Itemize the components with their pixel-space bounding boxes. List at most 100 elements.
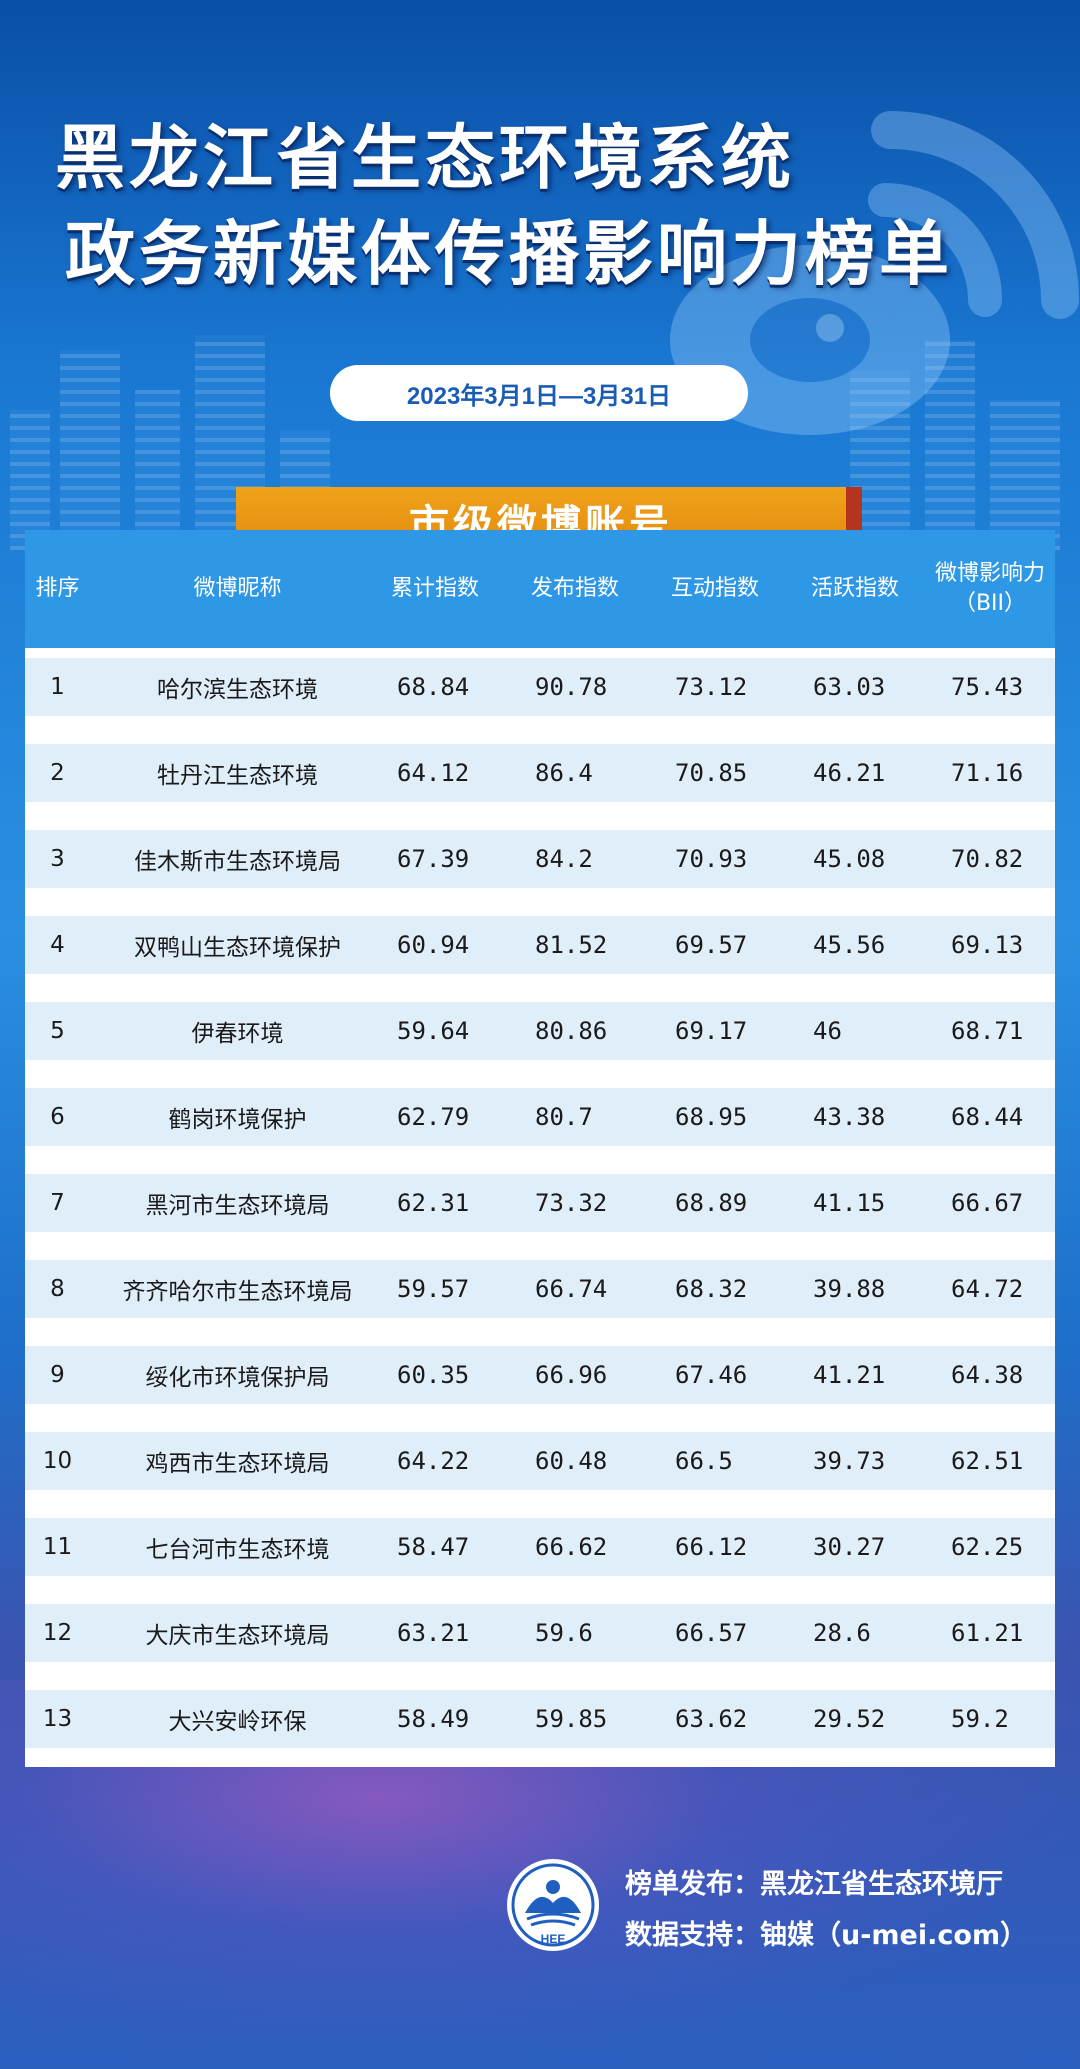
score-cell: 30.27 xyxy=(813,1533,886,1561)
score-cell: 28.6 xyxy=(813,1619,871,1647)
score-cell: 63.21 xyxy=(397,1619,470,1647)
score-cell: 70.93 xyxy=(675,845,748,873)
score-cell: 45.56 xyxy=(813,931,886,959)
score-cell: 39.73 xyxy=(813,1447,886,1475)
date-range: 2023年3月1日—3月31日 xyxy=(330,365,748,421)
table-row: 1 哈尔滨生态环境 68.84 90.78 73.12 63.03 75.43 xyxy=(25,658,1055,716)
column-header-6: 微博影响力 （BII） xyxy=(934,561,1045,616)
score-cell: 46.21 xyxy=(813,759,886,787)
rank-cell: 8 xyxy=(50,1276,65,1302)
score-cell: 62.31 xyxy=(397,1189,470,1217)
score-cell: 84.2 xyxy=(535,845,593,873)
page-title: 黑龙江省生态环境系统 政务新媒体传播影响力榜单 xyxy=(55,110,1055,302)
table-row: 9 绥化市环境保护局 60.35 66.96 67.46 41.21 64.38 xyxy=(25,1346,1055,1404)
score-cell: 61.21 xyxy=(951,1619,1024,1647)
account-name-cell: 鹤岗环境保护 xyxy=(168,1107,307,1133)
score-cell: 86.4 xyxy=(535,759,593,787)
score-cell: 69.13 xyxy=(951,931,1024,959)
rank-cell: 6 xyxy=(50,1104,65,1130)
score-cell: 66.74 xyxy=(535,1275,608,1303)
score-cell: 66.5 xyxy=(675,1447,733,1475)
rank-cell: 11 xyxy=(42,1534,73,1560)
account-name-cell: 齐齐哈尔市生态环境局 xyxy=(122,1279,353,1305)
score-cell: 90.78 xyxy=(535,673,608,701)
account-name-cell: 双鸭山生态环境保护 xyxy=(134,935,341,961)
column-header-1: 微博昵称 xyxy=(193,576,282,601)
score-cell: 41.15 xyxy=(813,1189,886,1217)
account-name-cell: 佳木斯市生态环境局 xyxy=(134,849,341,875)
score-cell: 73.12 xyxy=(675,673,748,701)
rank-cell: 9 xyxy=(50,1362,65,1388)
score-cell: 60.94 xyxy=(397,931,470,959)
score-cell: 67.39 xyxy=(397,845,470,873)
score-cell: 66.12 xyxy=(675,1533,748,1561)
data-support-text: 数据支持：铀媒（u-mei.com） xyxy=(625,1920,1028,1951)
table-row: 4 双鸭山生态环境保护 60.94 81.52 69.57 45.56 69.13 xyxy=(25,916,1055,974)
rank-cell: 12 xyxy=(42,1620,73,1646)
score-cell: 29.52 xyxy=(813,1705,886,1733)
score-cell: 66.57 xyxy=(675,1619,748,1647)
score-cell: 64.22 xyxy=(397,1447,470,1475)
score-cell: 46 xyxy=(813,1017,842,1045)
column-header-0: 排序 xyxy=(35,576,80,601)
score-cell: 59.85 xyxy=(535,1705,608,1733)
title-line-1: 黑龙江省生态环境系统 xyxy=(55,117,795,199)
score-cell: 68.32 xyxy=(675,1275,748,1303)
table-row: 7 黑河市生态环境局 62.31 73.32 68.89 41.15 66.67 xyxy=(25,1174,1055,1232)
score-cell: 71.16 xyxy=(951,759,1024,787)
column-header-4: 互动指数 xyxy=(670,576,759,601)
title-line-2: 政务新媒体传播影响力榜单 xyxy=(65,213,953,295)
score-cell: 73.32 xyxy=(535,1189,608,1217)
score-cell: 69.57 xyxy=(675,931,748,959)
score-cell: 66.62 xyxy=(535,1533,608,1561)
score-cell: 59.2 xyxy=(951,1705,1009,1733)
score-cell: 64.38 xyxy=(951,1361,1024,1389)
score-cell: 66.96 xyxy=(535,1361,608,1389)
rank-cell: 5 xyxy=(50,1018,65,1044)
table-row: 2 牡丹江生态环境 64.12 86.4 70.85 46.21 71.16 xyxy=(25,744,1055,802)
score-cell: 62.51 xyxy=(951,1447,1024,1475)
rank-cell: 4 xyxy=(50,932,65,958)
table-row: 12 大庆市生态环境局 63.21 59.6 66.57 28.6 61.21 xyxy=(25,1604,1055,1662)
score-cell: 62.25 xyxy=(951,1533,1024,1561)
column-header-2: 累计指数 xyxy=(390,576,479,601)
score-cell: 60.35 xyxy=(397,1361,470,1389)
score-cell: 70.82 xyxy=(951,845,1024,873)
score-cell: 45.08 xyxy=(813,845,886,873)
score-cell: 59.6 xyxy=(535,1619,593,1647)
score-cell: 80.86 xyxy=(535,1017,608,1045)
ranking-table: 排序 微博昵称 累计指数 发布指数 互动指数 活跃指数 微博影响力 （BII） 1 哈尔滨生态… xyxy=(25,530,1055,1767)
account-name-cell: 大庆市生态环境局 xyxy=(145,1623,330,1649)
score-cell: 62.79 xyxy=(397,1103,470,1131)
score-cell: 39.88 xyxy=(813,1275,886,1303)
score-cell: 68.89 xyxy=(675,1189,748,1217)
rank-cell: 13 xyxy=(42,1706,73,1732)
score-cell: 43.38 xyxy=(813,1103,886,1131)
score-cell: 59.64 xyxy=(397,1017,470,1045)
score-cell: 68.44 xyxy=(951,1103,1024,1131)
account-name-cell: 黑河市生态环境局 xyxy=(145,1193,330,1219)
score-cell: 58.49 xyxy=(397,1705,470,1733)
score-cell: 68.95 xyxy=(675,1103,748,1131)
score-cell: 59.57 xyxy=(397,1275,470,1303)
account-name-cell: 鸡西市生态环境局 xyxy=(145,1451,330,1477)
account-name-cell: 牡丹江生态环境 xyxy=(157,763,318,789)
score-cell: 69.17 xyxy=(675,1017,748,1045)
score-cell: 68.71 xyxy=(951,1017,1024,1045)
score-cell: 81.52 xyxy=(535,931,608,959)
score-cell: 63.62 xyxy=(675,1705,748,1733)
column-header-3: 发布指数 xyxy=(530,576,619,601)
table-row: 11 七台河市生态环境 58.47 66.62 66.12 30.27 62.25 xyxy=(25,1518,1055,1576)
publisher-text: 榜单发布：黑龙江省生态环境厅 xyxy=(625,1869,1003,1900)
column-header-5: 活跃指数 xyxy=(810,576,899,601)
table-row: 13 大兴安岭环保 58.49 59.85 63.62 29.52 59.2 xyxy=(25,1690,1055,1748)
account-name-cell: 七台河市生态环境 xyxy=(145,1537,330,1563)
table-row: 10 鸡西市生态环境局 64.22 60.48 66.5 39.73 62.51 xyxy=(25,1432,1055,1490)
score-cell: 58.47 xyxy=(397,1533,470,1561)
score-cell: 41.21 xyxy=(813,1361,886,1389)
account-name-cell: 哈尔滨生态环境 xyxy=(157,677,318,703)
rank-cell: 3 xyxy=(50,846,65,872)
table-row: 3 佳木斯市生态环境局 67.39 84.2 70.93 45.08 70.82 xyxy=(25,830,1055,888)
table-row: 5 伊春环境 59.64 80.86 69.17 46 68.71 xyxy=(25,1002,1055,1060)
rank-cell: 2 xyxy=(50,760,65,786)
